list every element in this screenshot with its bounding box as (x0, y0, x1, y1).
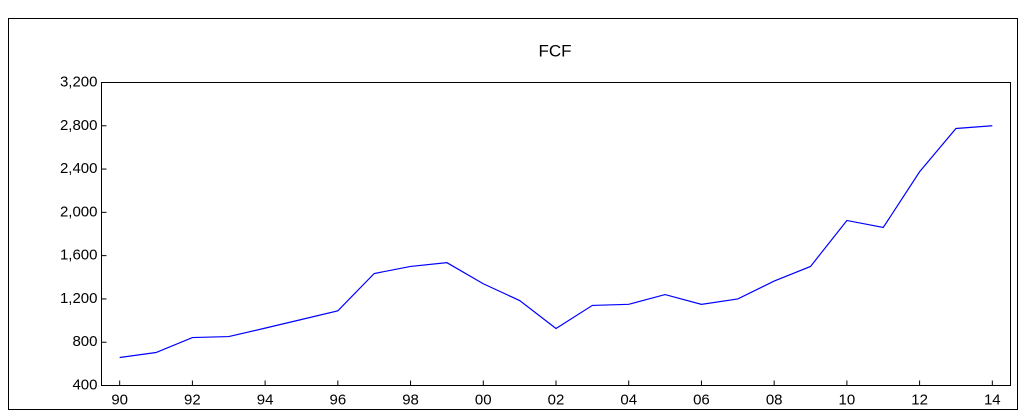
y-tick-label: 1,600 (60, 247, 98, 264)
y-tick-label: 2,800 (60, 117, 98, 134)
y-tick-label: 800 (72, 333, 97, 350)
y-tick-label: 1,200 (60, 290, 98, 307)
x-tick-label: 14 (984, 391, 1001, 408)
data-line (119, 125, 993, 359)
y-tick-label: 3,200 (60, 73, 98, 90)
x-tick-label: 92 (184, 391, 201, 408)
x-tick-label: 08 (766, 391, 783, 408)
y-tick-label: 400 (72, 376, 97, 393)
x-tick-label: 12 (911, 391, 928, 408)
x-tick-label: 98 (402, 391, 419, 408)
x-tick-label: 02 (548, 391, 565, 408)
x-tick-label: 00 (475, 391, 492, 408)
x-tick-label: 96 (329, 391, 346, 408)
x-tick-label: 90 (111, 391, 128, 408)
y-tick-label: 2,400 (60, 160, 98, 177)
y-tick-label: 2,000 (60, 203, 98, 220)
x-tick-label: 10 (839, 391, 856, 408)
x-tick-label: 94 (257, 391, 274, 408)
chart-title: FCF (538, 41, 571, 60)
x-tick-label: 06 (693, 391, 710, 408)
x-tick-label: 04 (620, 391, 637, 408)
